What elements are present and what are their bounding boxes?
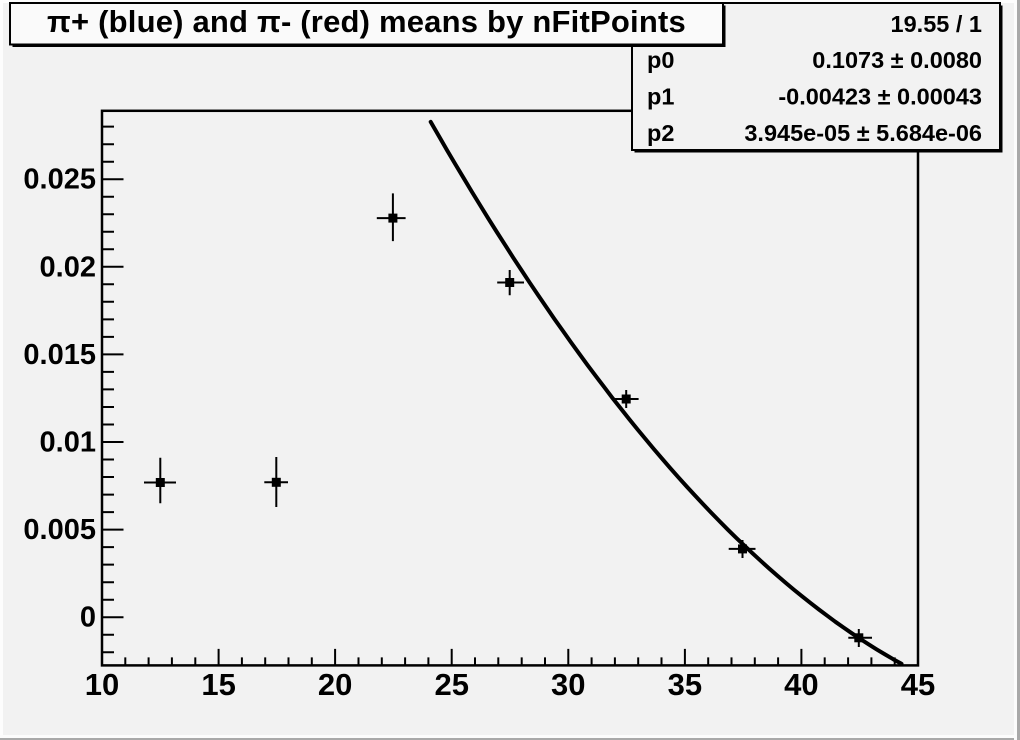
svg-text:20: 20 [318, 667, 352, 702]
svg-text:π+ (blue) and π- (red) means b: π+ (blue) and π- (red) means by nFitPoin… [47, 4, 686, 39]
svg-text:0.02: 0.02 [40, 251, 96, 283]
svg-text:30: 30 [551, 667, 585, 702]
svg-text:p2: p2 [647, 120, 674, 146]
svg-text:p0: p0 [647, 47, 674, 73]
svg-text:45: 45 [901, 667, 935, 702]
svg-text:p1: p1 [647, 84, 674, 110]
svg-text:25: 25 [434, 667, 468, 702]
svg-text:10: 10 [85, 667, 119, 702]
svg-text:-0.00423 ± 0.00043: -0.00423 ± 0.00043 [778, 84, 982, 110]
svg-text:0.1073 ± 0.0080: 0.1073 ± 0.0080 [812, 47, 982, 73]
svg-text:40: 40 [784, 667, 818, 702]
svg-text:15: 15 [201, 667, 235, 702]
svg-text:0.01: 0.01 [40, 427, 96, 459]
svg-text:0.025: 0.025 [23, 164, 96, 196]
svg-text:0: 0 [80, 602, 96, 634]
svg-text:0.015: 0.015 [23, 339, 96, 371]
svg-text:3.945e-05 ± 5.684e-06: 3.945e-05 ± 5.684e-06 [744, 120, 982, 146]
svg-text:0.005: 0.005 [23, 514, 96, 546]
svg-text:35: 35 [668, 667, 702, 702]
svg-text:19.55 / 1: 19.55 / 1 [891, 11, 982, 37]
